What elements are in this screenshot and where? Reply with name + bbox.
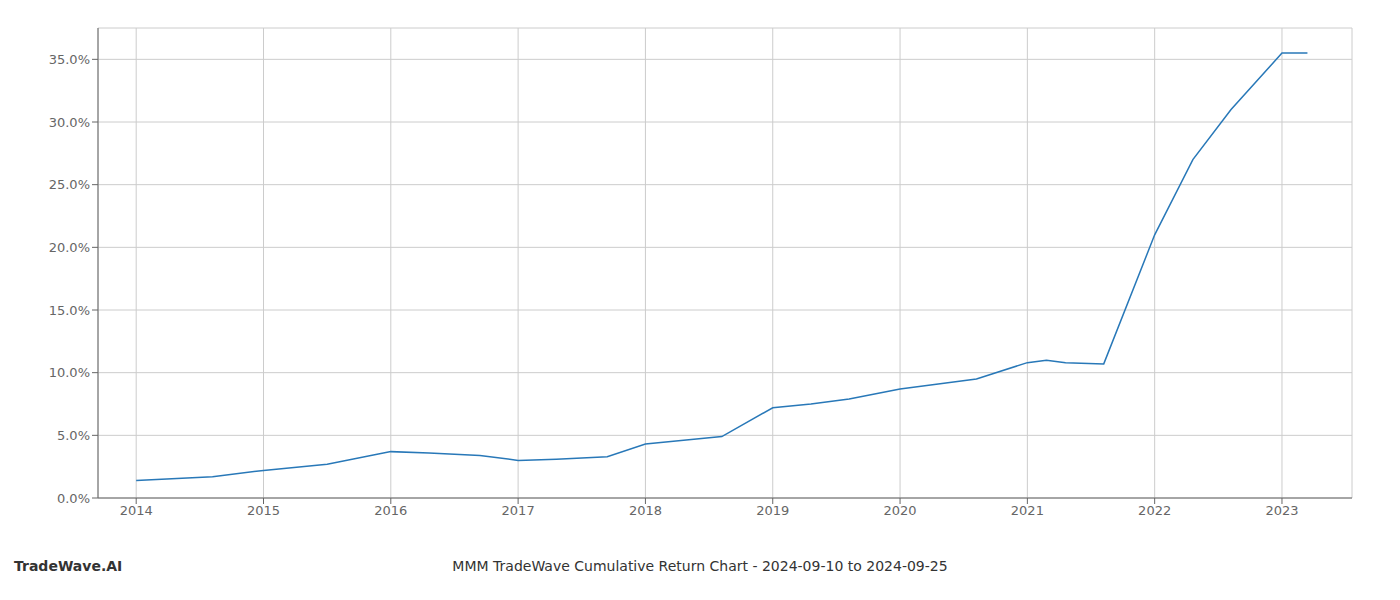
svg-text:15.0%: 15.0% (49, 303, 90, 318)
svg-text:2019: 2019 (756, 503, 789, 518)
svg-text:2022: 2022 (1138, 503, 1171, 518)
svg-text:2021: 2021 (1011, 503, 1044, 518)
svg-text:0.0%: 0.0% (57, 491, 90, 506)
svg-text:10.0%: 10.0% (49, 365, 90, 380)
html-text:TradeWave.AI: TradeWave.AI (14, 558, 123, 574)
svg-text:2020: 2020 (884, 503, 917, 518)
svg-text:5.0%: 5.0% (57, 428, 90, 443)
html-text:MMM TradeWave Cumulative Retur: MMM TradeWave Cumulative Return Chart - … (452, 558, 948, 574)
svg-text:2017: 2017 (502, 503, 535, 518)
svg-text:35.0%: 35.0% (49, 52, 90, 67)
svg-text:2023: 2023 (1265, 503, 1298, 518)
svg-text:30.0%: 30.0% (49, 115, 90, 130)
svg-text:25.0%: 25.0% (49, 177, 90, 192)
svg-text:2016: 2016 (374, 503, 407, 518)
svg-text:2014: 2014 (120, 503, 153, 518)
svg-text:2018: 2018 (629, 503, 662, 518)
svg-text:20.0%: 20.0% (49, 240, 90, 255)
svg-text:2015: 2015 (247, 503, 280, 518)
